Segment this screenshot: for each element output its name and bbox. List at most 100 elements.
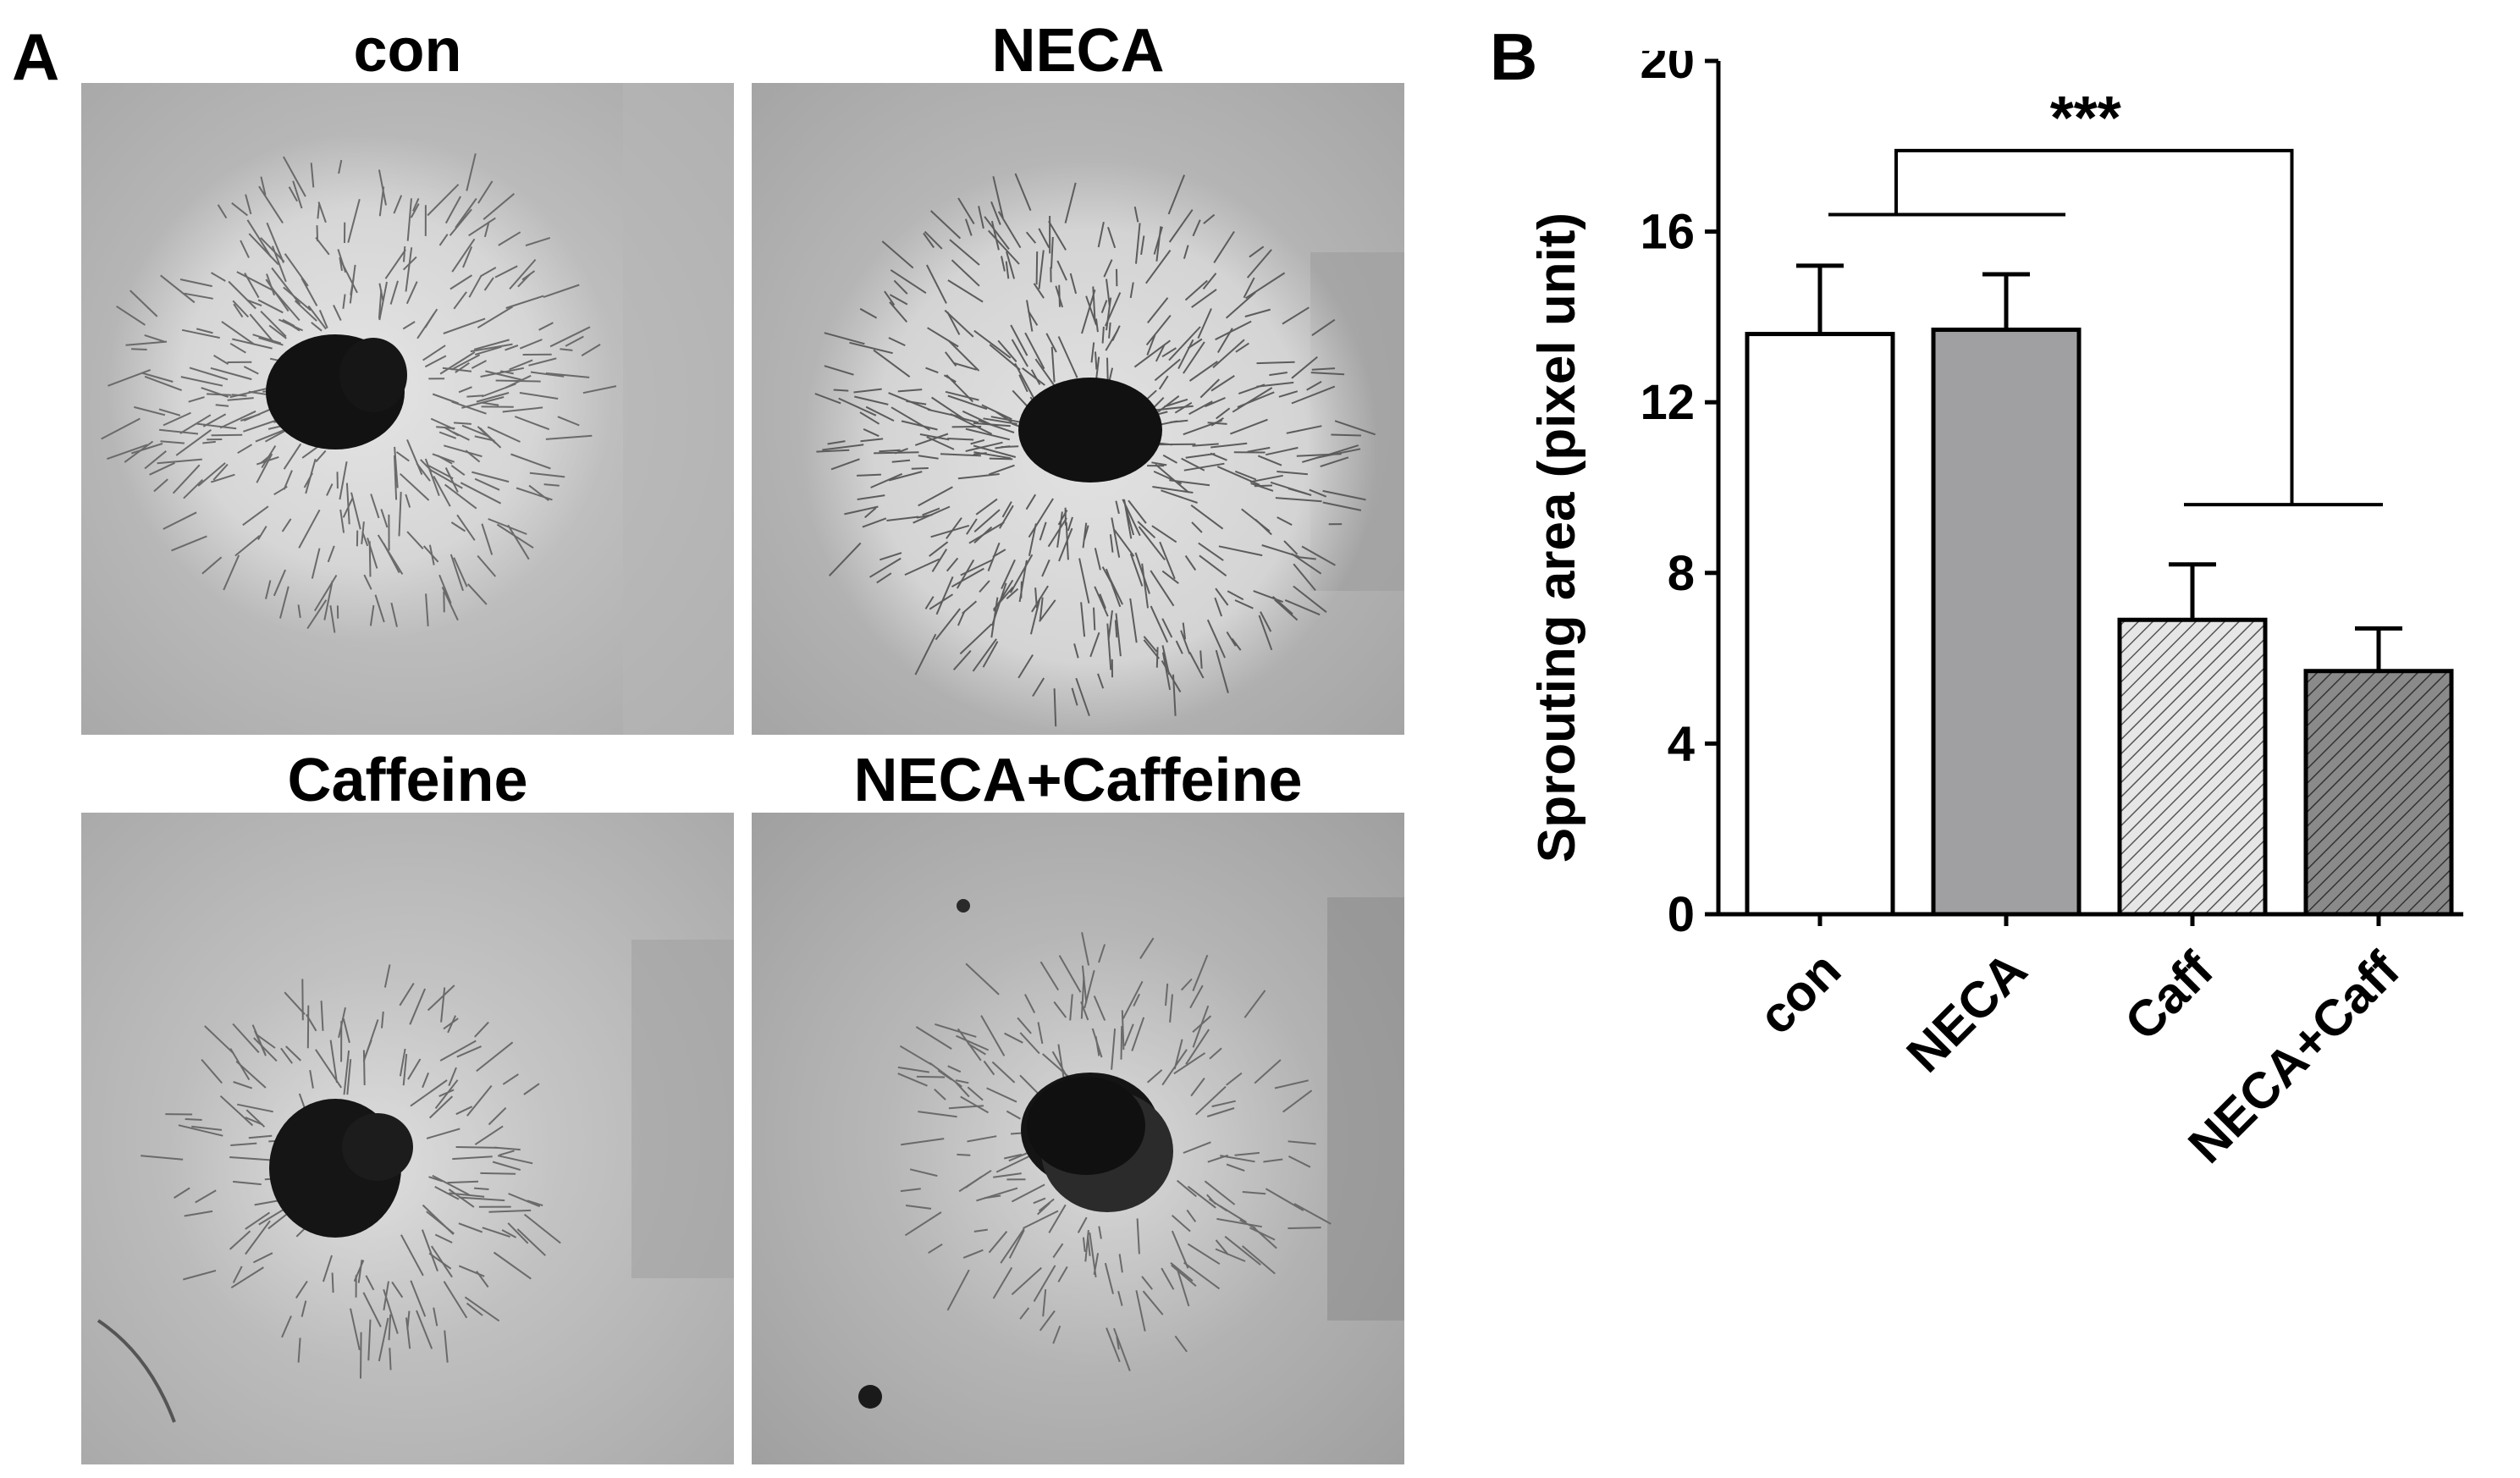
sprout-line: [1121, 1010, 1125, 1051]
sprout-line: [402, 1054, 408, 1086]
image-title-caffeine: Caffeine: [287, 747, 528, 814]
sprout-line: [1141, 563, 1149, 609]
sprout-line: [1038, 228, 1050, 249]
sprout-line: [233, 1081, 253, 1089]
sprout-line: [1050, 236, 1054, 269]
sprout-line: [416, 462, 431, 482]
sprout-line: [1139, 937, 1155, 959]
sprout-line: [859, 307, 878, 319]
sprout-line: [1037, 1022, 1044, 1045]
sprout-line: [390, 602, 398, 627]
sprout-line: [1123, 1023, 1134, 1046]
sprout-line: [339, 509, 345, 533]
sprout-line: [1306, 380, 1322, 391]
sprout-line: [517, 273, 532, 288]
sprout-line: [914, 633, 937, 676]
sprout-line: [1309, 488, 1327, 498]
sprout-line: [946, 312, 961, 335]
sprout-line: [927, 408, 962, 418]
sprout-line: [1042, 1289, 1047, 1317]
sprout-line: [1000, 1227, 1025, 1264]
sprout-line: [1234, 1151, 1260, 1156]
sprout-line: [965, 1176, 983, 1188]
bar-neca: [1931, 328, 2082, 917]
sprout-line: [329, 605, 336, 633]
sprout-line: [860, 438, 884, 443]
sprout-line: [1199, 554, 1227, 576]
sprout-line: [889, 301, 908, 323]
sprout-line: [1104, 292, 1122, 327]
sprout-line: [394, 446, 399, 488]
sprout-line: [1035, 251, 1039, 285]
sprout-line: [1195, 1085, 1227, 1116]
sprout-line: [830, 458, 860, 471]
sprout-line: [477, 554, 497, 577]
sprout-line: [280, 1047, 294, 1064]
sprout-line: [427, 465, 454, 480]
sprout-line: [1266, 446, 1299, 456]
sprout-line: [1153, 226, 1163, 255]
bar-caff: [2117, 617, 2268, 917]
sprout-line: [433, 476, 451, 507]
sprout-line: [947, 339, 980, 372]
sprout-line: [978, 419, 1015, 433]
sprout-line: [322, 1255, 333, 1282]
sprout-line: [1216, 466, 1260, 486]
sprout-line: [449, 554, 464, 592]
sprout-line: [1106, 279, 1111, 306]
sprout-line: [1250, 482, 1274, 492]
sprout-line: [1288, 488, 1307, 495]
sprout-line: [455, 1106, 473, 1116]
sprout-line: [1010, 324, 1028, 356]
sprout-line: [1210, 442, 1248, 449]
sprout-line: [108, 368, 152, 387]
sprout-line: [1058, 955, 1082, 993]
sprout-line: [1249, 245, 1265, 258]
sprout-line: [1167, 174, 1186, 215]
sprout-line: [460, 482, 502, 505]
sprout-line: [897, 389, 923, 393]
sprout-line: [1226, 631, 1237, 647]
sprout-line: [149, 461, 175, 476]
sprout-line: [530, 371, 565, 378]
sprout-line: [450, 354, 481, 371]
sprout-line: [1274, 1079, 1309, 1089]
sprout-line: [306, 1005, 310, 1049]
sprout-line: [1242, 1191, 1266, 1195]
sprout-line: [523, 1213, 561, 1244]
sprout-line: [816, 449, 850, 453]
sprout-line: [1291, 553, 1322, 575]
sprout-line: [891, 459, 911, 463]
sprout-line: [482, 193, 516, 220]
sprout-line: [1168, 209, 1194, 243]
sprout-line: [483, 277, 494, 291]
sprout-line: [956, 1034, 990, 1051]
sprout-line: [1154, 358, 1181, 382]
sprout-line: [124, 440, 154, 463]
sprout-line: [1031, 585, 1049, 613]
sprout-line: [1113, 1327, 1131, 1371]
sprout-line: [1199, 650, 1203, 669]
sprout-line: [1227, 590, 1244, 601]
sprout-line: [1018, 560, 1028, 603]
sprout-line: [929, 541, 949, 557]
sprout-line: [1198, 542, 1224, 561]
sprout-line: [884, 290, 896, 306]
sprout-line: [1131, 1017, 1145, 1051]
sprout-line: [986, 1087, 1017, 1103]
sprout-line: [234, 535, 261, 557]
sprout-line: [1080, 602, 1086, 637]
sprout-line: [253, 1037, 278, 1062]
sprout-line: [455, 361, 470, 373]
sprout-line: [221, 321, 256, 345]
sprout-line: [1171, 1264, 1197, 1288]
sprout-line: [422, 345, 446, 361]
sprout-line: [501, 1229, 517, 1238]
sprout-line: [1095, 351, 1098, 370]
sprout-line: [947, 394, 988, 411]
sprout-line: [179, 414, 212, 434]
sprout-line: [350, 1308, 361, 1351]
sprout-line: [303, 472, 313, 488]
sprout-line: [1017, 654, 1034, 679]
sprout-line: [1192, 1015, 1212, 1034]
